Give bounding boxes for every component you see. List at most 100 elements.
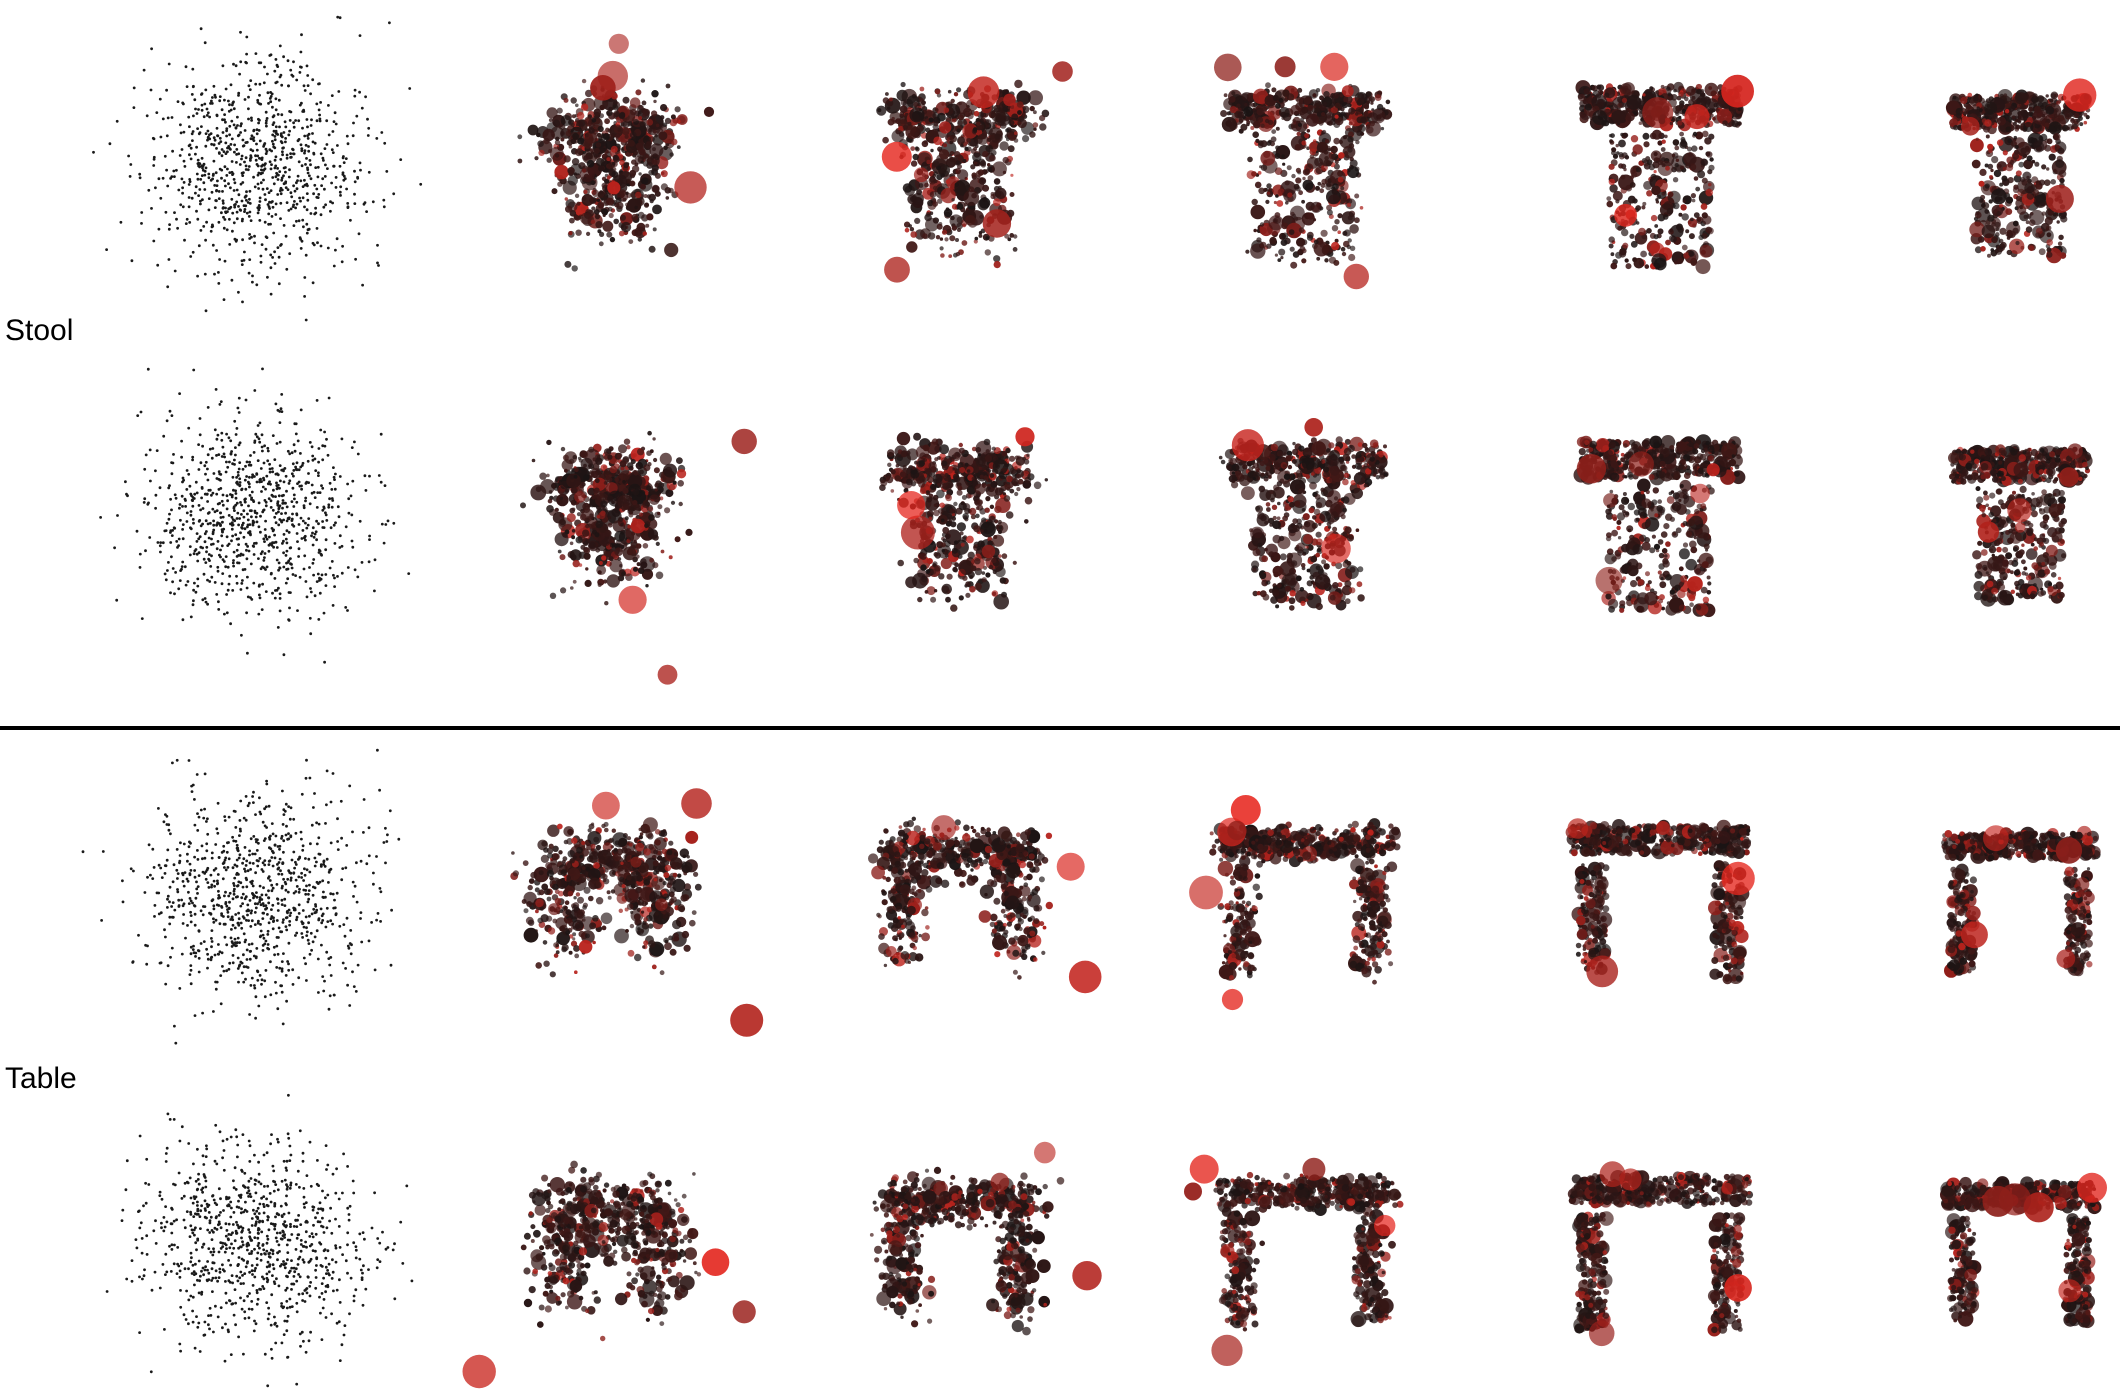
cloud-point [196, 559, 200, 563]
cloud-point [1679, 131, 1684, 137]
cloud-point [254, 432, 258, 436]
cloud-point [318, 491, 322, 494]
cloud-point [579, 167, 595, 183]
cloud-point [232, 564, 236, 568]
cloud-point [569, 217, 575, 224]
cloud-point [1997, 116, 2006, 126]
cloud-point [419, 182, 423, 186]
cloud-point [238, 517, 242, 520]
cloud-point [368, 538, 371, 541]
cloud-point [546, 107, 558, 119]
cloud-point [949, 214, 963, 228]
cloud-point [332, 466, 335, 469]
cloud-point [249, 533, 252, 537]
cloud-point [220, 455, 224, 458]
cloud-point [247, 165, 251, 168]
cloud-point [235, 427, 239, 430]
cloud-point [312, 558, 316, 561]
cloud-point [328, 481, 332, 485]
cloud-point [258, 156, 261, 160]
cloud-point [1013, 234, 1018, 239]
cloud-point [247, 117, 250, 121]
cloud-point [228, 574, 232, 578]
cloud-point [265, 565, 269, 569]
cloud-point [221, 64, 225, 68]
cloud-point [407, 572, 411, 575]
cloud-point [973, 239, 978, 244]
cloud-point [1301, 140, 1307, 146]
cloud-point [312, 243, 316, 247]
cloud-point [187, 426, 191, 430]
cloud-point [1260, 241, 1267, 249]
cloud-point [258, 421, 262, 425]
cloud-point [990, 107, 1006, 123]
cloud-point [211, 243, 215, 247]
cloud-point [1251, 198, 1258, 206]
cloud-point [183, 238, 186, 242]
cloud-point [281, 146, 285, 150]
cloud-point [280, 494, 284, 498]
cloud-point [305, 157, 308, 160]
cloud-point [265, 187, 269, 191]
cloud-point [933, 179, 938, 184]
cloud-point [2040, 133, 2048, 141]
cloud-point [320, 484, 323, 487]
cloud-point [261, 187, 265, 191]
cloud-point [204, 309, 208, 313]
cloud-point [645, 154, 649, 159]
cloud-point [576, 111, 585, 120]
cloud-point [982, 150, 989, 158]
cloud-point [953, 92, 959, 97]
cloud-point [248, 197, 251, 201]
cloud-point [368, 534, 371, 538]
cloud-point [289, 152, 292, 156]
cloud-point [259, 61, 263, 65]
cloud-point [232, 559, 235, 562]
cloud-point [1259, 222, 1265, 227]
cloud-point [198, 519, 202, 522]
cloud-point [154, 186, 157, 190]
cloud-point [189, 157, 193, 161]
cloud-point [197, 194, 201, 198]
cloud-point [1295, 186, 1301, 192]
cloud-point [285, 201, 289, 205]
cloud-point [190, 93, 194, 96]
cloud-point [618, 189, 626, 197]
cloud-point [270, 92, 274, 96]
cloud-point [1256, 237, 1262, 243]
cloud-point [306, 84, 310, 87]
cloud-point [1660, 84, 1665, 89]
cloud-point [982, 196, 988, 203]
cloud-point [912, 153, 919, 161]
cloud-point [320, 184, 323, 188]
cloud-point [211, 174, 215, 177]
cloud-point [214, 95, 217, 99]
cloud-point [192, 552, 196, 556]
cloud-point [373, 589, 376, 593]
cloud-point [654, 172, 661, 179]
cloud-point [274, 495, 277, 498]
cloud-point [233, 150, 236, 154]
cloud-point [538, 149, 545, 156]
cloud-point [333, 111, 337, 115]
cloud-point [985, 236, 989, 240]
cloud-point [234, 503, 238, 507]
cloud-point [336, 144, 339, 147]
cloud-point [228, 133, 232, 137]
cloud-point [284, 474, 288, 478]
cloud-point [247, 504, 250, 508]
cloud-point [1989, 175, 1993, 179]
cloud-point [274, 155, 278, 159]
cloud-point [1011, 113, 1019, 121]
cloud-point [317, 82, 320, 86]
cloud-point [571, 265, 578, 272]
cloud-point [223, 98, 226, 102]
cloud-point [1674, 163, 1679, 168]
cloud-point [181, 560, 185, 564]
highlight-point [2045, 184, 2074, 213]
cloud-point [259, 530, 262, 534]
cloud-point [620, 214, 626, 221]
cloud-point [1991, 188, 2007, 205]
cloud-point [392, 521, 396, 525]
cloud-point [271, 142, 275, 146]
